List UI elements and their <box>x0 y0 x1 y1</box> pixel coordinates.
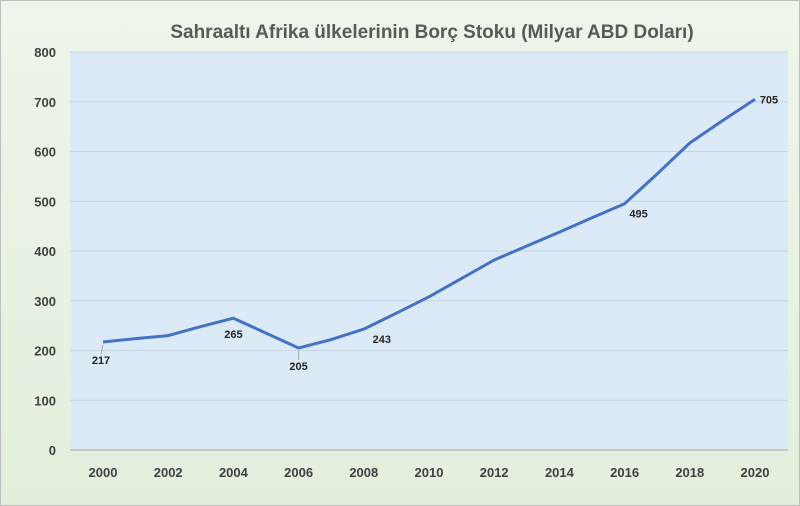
data-label: 205 <box>289 361 307 373</box>
data-label: 217 <box>92 355 110 367</box>
x-tick-label: 2016 <box>610 465 639 480</box>
x-tick-label: 2004 <box>219 465 249 480</box>
x-tick-label: 2010 <box>415 465 444 480</box>
data-label: 495 <box>629 209 647 221</box>
x-tick-label: 2008 <box>349 465 378 480</box>
data-label: 243 <box>373 334 391 346</box>
x-tick-label: 2006 <box>284 465 313 480</box>
y-tick-label: 300 <box>34 294 56 309</box>
y-tick-label: 800 <box>34 45 56 60</box>
data-label: 265 <box>224 329 242 341</box>
y-axis: 0 100 200 300 400 500 600 700 800 <box>34 45 56 458</box>
x-tick-label: 2000 <box>89 465 118 480</box>
data-labels: 217 265 205 243 495 705 <box>92 94 778 373</box>
x-tick-label: 2018 <box>675 465 704 480</box>
data-label-leader <box>100 344 104 355</box>
x-tick-label: 2014 <box>545 465 575 480</box>
series-line <box>102 98 756 350</box>
y-tick-label: 100 <box>34 393 56 408</box>
y-tick-label: 600 <box>34 145 56 160</box>
y-tick-label: 500 <box>34 194 56 209</box>
x-axis: 2000 2002 2004 2006 2008 2010 2012 2014 2016 2018… <box>89 465 770 480</box>
y-tick-label: 700 <box>34 95 56 110</box>
x-tick-label: 2012 <box>480 465 509 480</box>
chart-title: Sahraaltı Afrika ülkelerinin Borç Stoku … <box>170 22 693 43</box>
y-tick-label: 200 <box>34 344 56 359</box>
y-tick-label: 400 <box>34 244 56 259</box>
y-tick-label: 0 <box>49 443 56 458</box>
grid-lines <box>70 51 788 451</box>
x-tick-label: 2002 <box>154 465 183 480</box>
x-tick-label: 2020 <box>741 465 770 480</box>
data-label: 705 <box>760 94 778 106</box>
